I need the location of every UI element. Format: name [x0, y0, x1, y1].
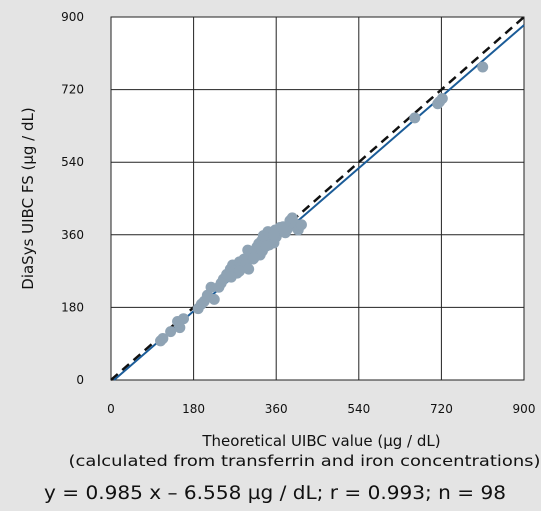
x-tick-label: 540 [347, 402, 370, 416]
data-point [260, 240, 272, 252]
data-point [295, 219, 307, 231]
regression-equation: y = 0.985 x – 6.558 µg / dL; r = 0.993; … [44, 482, 506, 504]
x-tick-label: 180 [182, 402, 205, 416]
y-tick-label: 540 [61, 155, 84, 169]
data-point [157, 332, 169, 344]
x-tick-label: 720 [430, 402, 453, 416]
y-tick-label: 900 [61, 10, 84, 24]
y-tick-label: 360 [61, 228, 84, 242]
data-point [215, 277, 227, 289]
x-axis-sublabel: (calculated from transferrin and iron co… [69, 452, 541, 470]
data-point [286, 212, 298, 224]
data-point [225, 271, 237, 283]
x-axis-label: Theoretical UIBC value (µg / dL) [201, 432, 440, 450]
y-tick-label: 720 [61, 83, 84, 97]
data-point [205, 281, 217, 293]
data-point [274, 222, 286, 234]
data-point [248, 252, 260, 264]
data-point [233, 265, 245, 277]
x-tick-label: 360 [265, 402, 288, 416]
data-point [242, 244, 254, 256]
data-point [165, 326, 177, 338]
y-tick-label: 0 [76, 373, 84, 387]
x-tick-label: 0 [107, 402, 115, 416]
data-point [178, 313, 190, 325]
y-tick-label: 180 [61, 300, 84, 314]
data-point [208, 293, 220, 305]
data-point [409, 112, 421, 124]
x-tick-label: 900 [513, 402, 536, 416]
data-point [477, 61, 489, 73]
data-point [268, 229, 280, 241]
y-axis-label: DiaSys UIBC FS (µg / dL) [19, 107, 37, 289]
data-point [174, 322, 186, 334]
data-point [436, 92, 448, 104]
data-point [243, 263, 255, 275]
